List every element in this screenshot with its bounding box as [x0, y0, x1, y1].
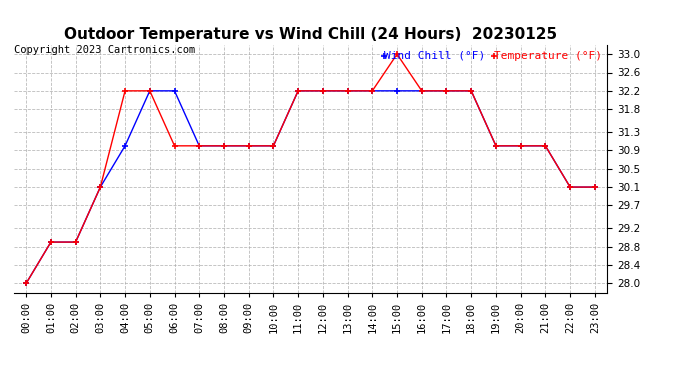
Wind Chill (°F) [467, 88, 475, 93]
Temperature (°F) [591, 185, 599, 189]
Wind Chill (°F) [47, 240, 55, 244]
Temperature (°F) [121, 88, 129, 93]
Wind Chill (°F) [344, 88, 352, 93]
Temperature (°F) [96, 185, 104, 189]
Temperature (°F) [492, 144, 500, 148]
Wind Chill (°F) [492, 144, 500, 148]
Wind Chill (°F) [368, 88, 377, 93]
Wind Chill (°F) [96, 185, 104, 189]
Wind Chill (°F) [220, 144, 228, 148]
Wind Chill (°F) [121, 144, 129, 148]
Wind Chill (°F) [319, 88, 327, 93]
Wind Chill (°F) [541, 144, 549, 148]
Temperature (°F) [319, 88, 327, 93]
Wind Chill (°F) [195, 144, 204, 148]
Temperature (°F) [417, 88, 426, 93]
Temperature (°F) [442, 88, 451, 93]
Wind Chill (°F) [22, 281, 30, 286]
Wind Chill (°F) [591, 185, 599, 189]
Temperature (°F) [170, 144, 179, 148]
Wind Chill (°F) [517, 144, 525, 148]
Wind Chill (°F) [294, 88, 302, 93]
Temperature (°F) [541, 144, 549, 148]
Wind Chill (°F) [269, 144, 277, 148]
Temperature (°F) [47, 240, 55, 244]
Temperature (°F) [195, 144, 204, 148]
Temperature (°F) [467, 88, 475, 93]
Wind Chill (°F) [393, 88, 401, 93]
Temperature (°F) [72, 240, 80, 244]
Line: Temperature (°F): Temperature (°F) [23, 51, 598, 287]
Wind Chill (°F) [566, 185, 574, 189]
Temperature (°F) [146, 88, 154, 93]
Temperature (°F) [517, 144, 525, 148]
Wind Chill (°F) [146, 88, 154, 93]
Wind Chill (°F) [417, 88, 426, 93]
Temperature (°F) [220, 144, 228, 148]
Temperature (°F) [22, 281, 30, 286]
Wind Chill (°F) [72, 240, 80, 244]
Text: Copyright 2023 Cartronics.com: Copyright 2023 Cartronics.com [14, 45, 195, 55]
Temperature (°F) [344, 88, 352, 93]
Temperature (°F) [393, 52, 401, 56]
Wind Chill (°F) [442, 88, 451, 93]
Temperature (°F) [368, 88, 377, 93]
Wind Chill (°F) [244, 144, 253, 148]
Temperature (°F) [269, 144, 277, 148]
Wind Chill (°F) [170, 88, 179, 93]
Temperature (°F) [244, 144, 253, 148]
Temperature (°F) [294, 88, 302, 93]
Temperature (°F) [566, 185, 574, 189]
Line: Wind Chill (°F): Wind Chill (°F) [23, 87, 598, 287]
Legend: Wind Chill (°F), Temperature (°F): Wind Chill (°F), Temperature (°F) [384, 51, 602, 60]
Title: Outdoor Temperature vs Wind Chill (24 Hours)  20230125: Outdoor Temperature vs Wind Chill (24 Ho… [64, 27, 557, 42]
